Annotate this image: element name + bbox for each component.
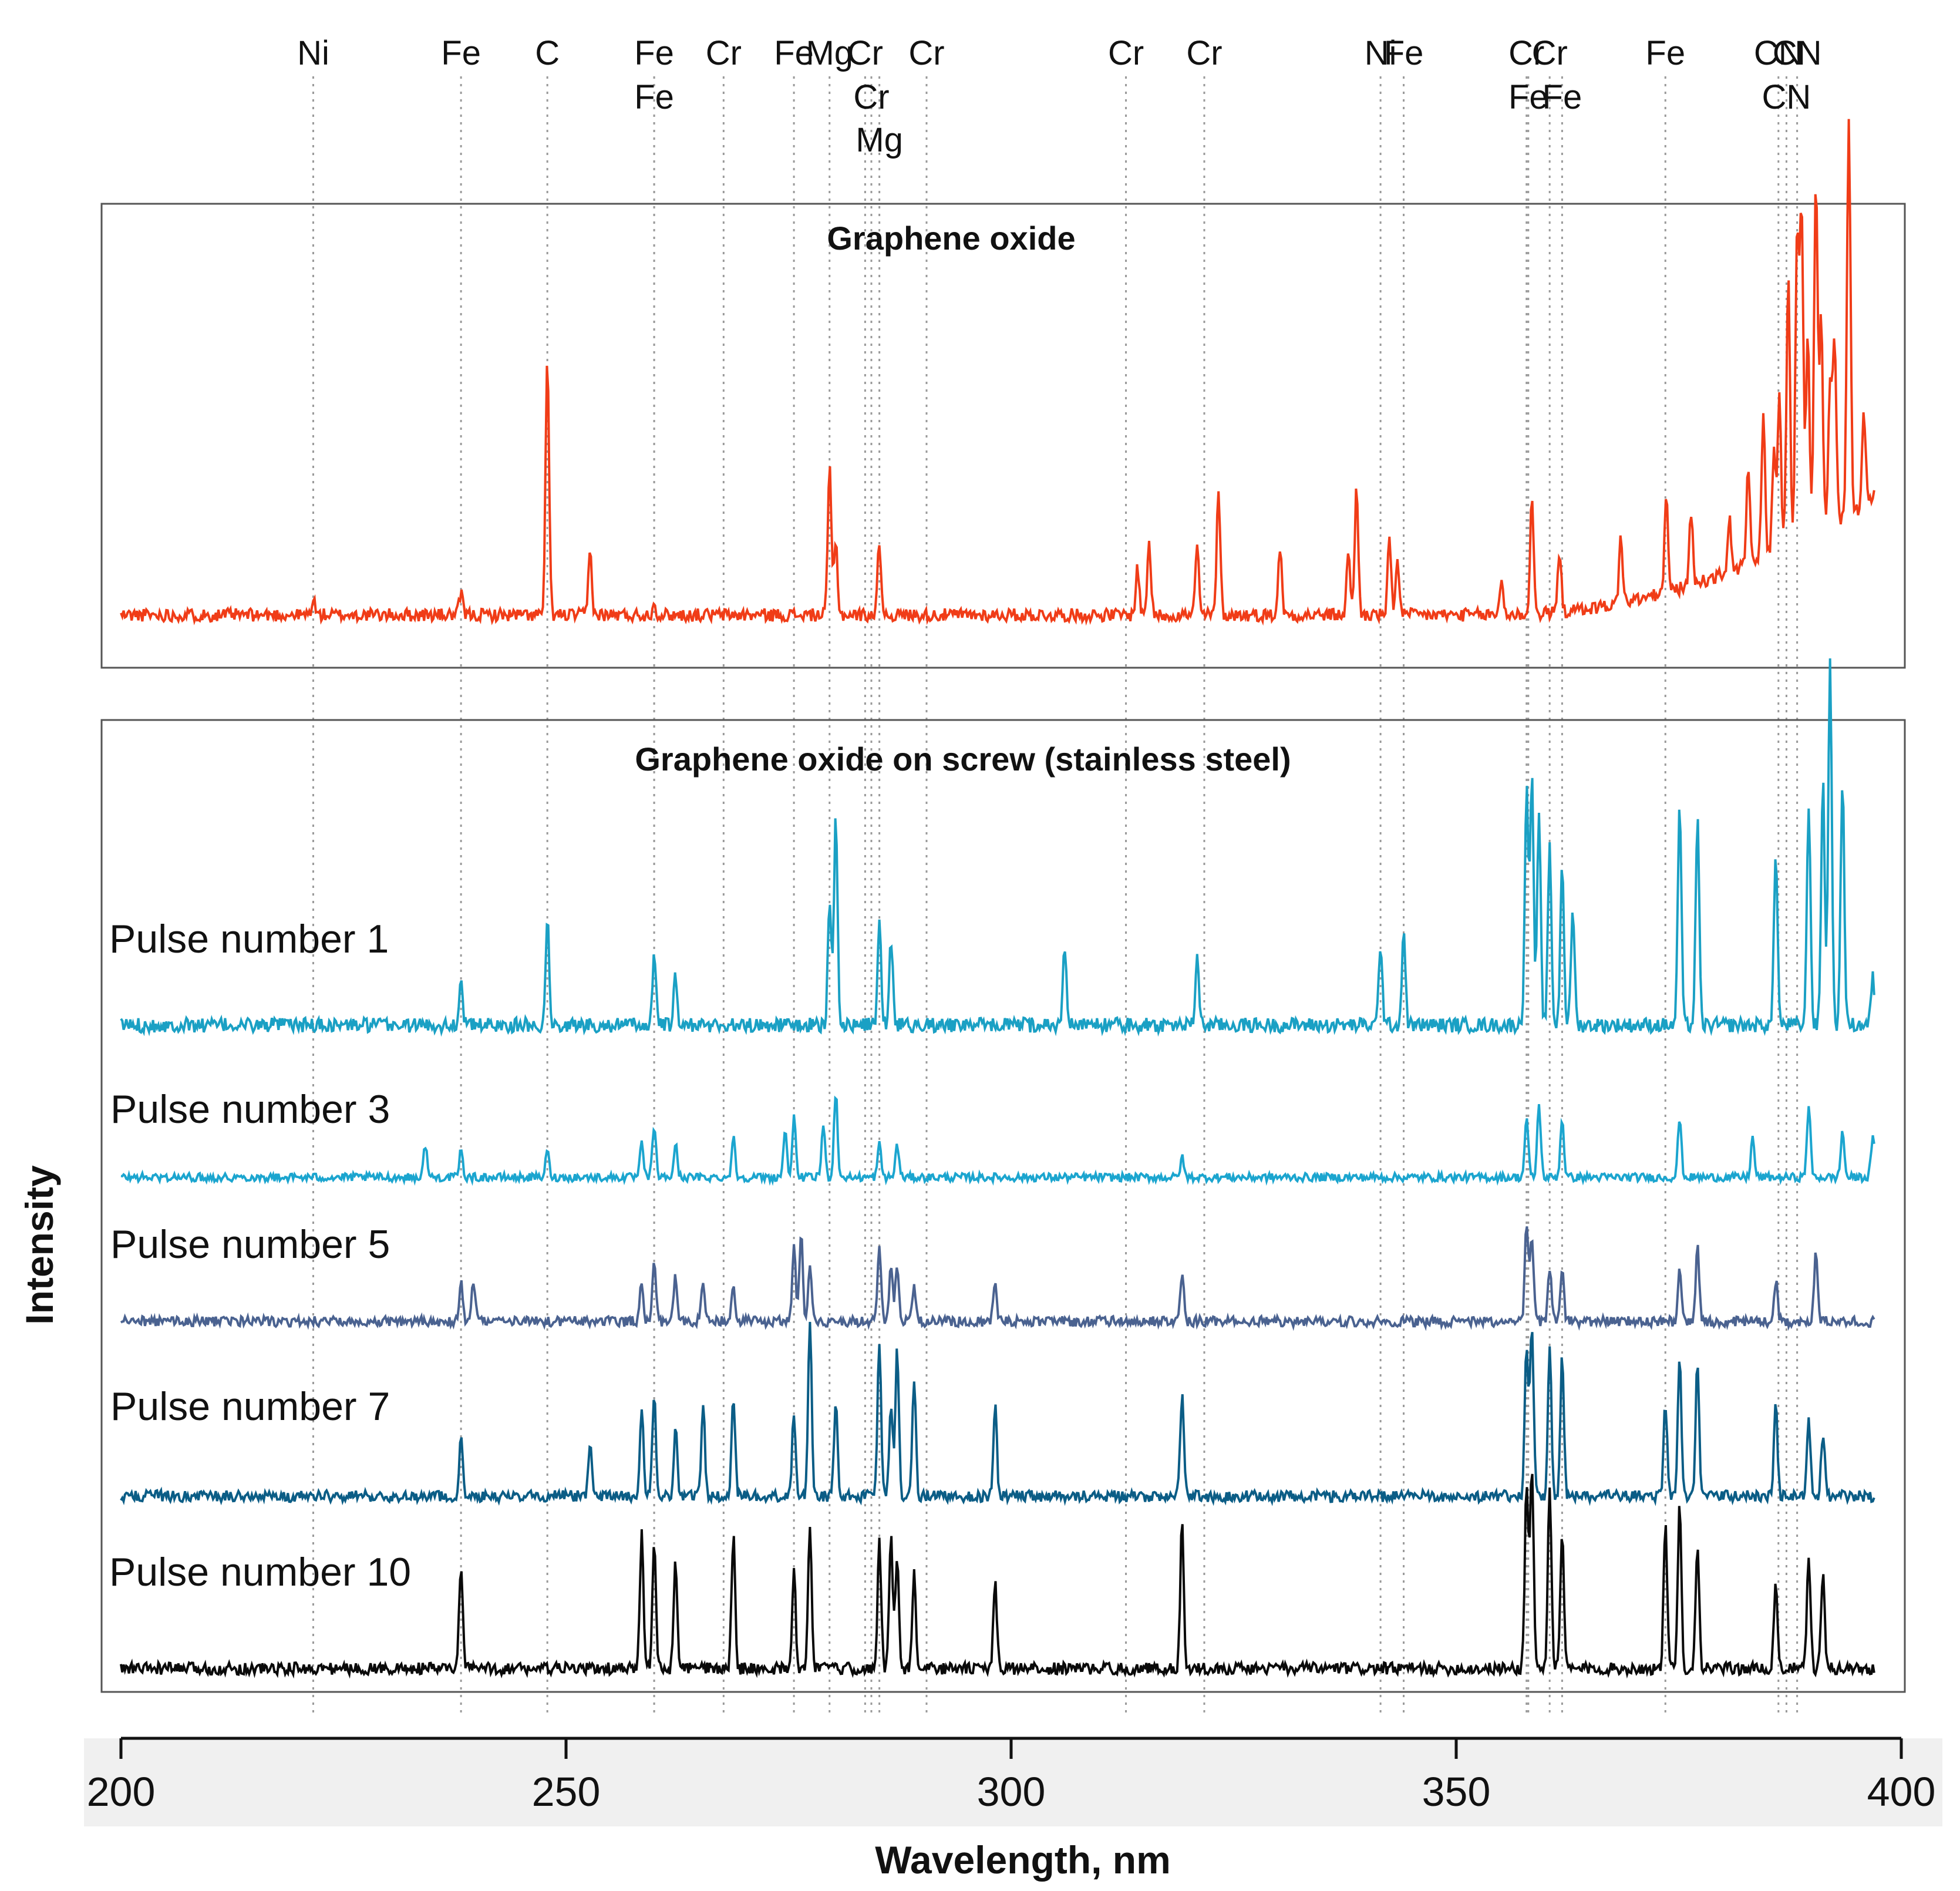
element-label-10: Mg	[856, 121, 903, 159]
spectra-series	[120, 119, 1875, 1679]
x-axis-ticks: 200 250 300 350 400	[87, 1738, 1936, 1815]
series-graphene-oxide	[120, 119, 1875, 626]
element-label-18: Fe	[1508, 78, 1548, 116]
series-label-pulse-3: Pulse number 3	[110, 1087, 390, 1132]
x-tick-label-200: 200	[87, 1769, 156, 1815]
element-label-5: Fe	[774, 34, 814, 72]
element-label-22: CN	[1762, 78, 1811, 116]
x-tick-label-250: 250	[532, 1769, 601, 1815]
y-axis-title: Intensity	[18, 1165, 61, 1325]
element-label-0: Ni	[297, 34, 329, 72]
series-label-pulse-5: Pulse number 5	[110, 1222, 390, 1267]
series-pulse-5	[120, 1226, 1875, 1331]
series-pulse-1	[120, 658, 1875, 1037]
x-tick-label-300: 300	[977, 1769, 1046, 1815]
element-label-8: Cr	[847, 34, 883, 72]
panel-title-screw: Graphene oxide on screw (stainless steel…	[635, 741, 1291, 778]
series-pulse-7	[120, 1321, 1875, 1506]
element-label-9: Cr	[853, 78, 889, 116]
element-label-23: CN	[1754, 34, 1803, 72]
panel-graphene-oxide-frame	[100, 203, 1906, 669]
element-label-2: C	[535, 34, 560, 72]
element-label-20: Fe	[1645, 34, 1685, 72]
element-label-11: Cr	[908, 34, 944, 72]
element-reference-lines	[312, 76, 1799, 1715]
series-label-pulse-10: Pulse number 10	[109, 1550, 411, 1594]
series-label-pulse-1: Pulse number 1	[109, 917, 389, 961]
panel-screw-frame	[100, 719, 1906, 1693]
element-label-19: Fe	[1543, 78, 1582, 116]
x-axis-title: Wavelength, nm	[875, 1838, 1171, 1882]
element-label-4: Cr	[706, 34, 742, 72]
x-tick-label-400: 400	[1867, 1769, 1936, 1815]
element-label-1: Fe	[441, 34, 481, 72]
element-label-15: Fe	[1384, 34, 1424, 72]
element-label-6: Fe	[634, 78, 674, 116]
series-pulse-10	[120, 1473, 1875, 1679]
x-tick-label-350: 350	[1422, 1769, 1491, 1815]
element-label-21: CN	[1773, 34, 1822, 72]
element-label-16: Cr	[1508, 34, 1544, 72]
element-label-7: Mg	[806, 34, 853, 72]
element-label-13: Cr	[1186, 34, 1222, 72]
element-label-12: Cr	[1108, 34, 1144, 72]
x-axis-band	[84, 1738, 1942, 1826]
panel-title-graphene-oxide: Graphene oxide	[827, 220, 1075, 257]
element-label-3: Fe	[634, 34, 674, 72]
element-label-14: Ni	[1365, 34, 1397, 72]
element-label-17: Cr	[1532, 34, 1568, 72]
series-pulse-3	[120, 1095, 1875, 1186]
series-label-pulse-7: Pulse number 7	[110, 1384, 390, 1429]
